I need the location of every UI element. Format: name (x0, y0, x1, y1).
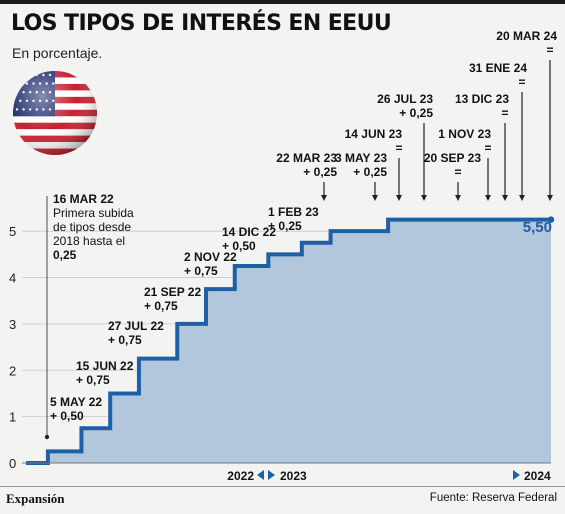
annotation-label: + 0,50 (222, 239, 256, 253)
annotation-label: 21 SEP 22 (144, 285, 201, 299)
annotation: 5 MAY 22+ 0,50 (50, 395, 102, 423)
annotation-label: 31 ENE 24 (469, 61, 527, 75)
annotation-label: + 0,75 (108, 333, 142, 347)
annotation-label: 20 MAR 24 (496, 29, 557, 43)
flag-star (29, 73, 32, 77)
x-tick-label: 2023 (280, 469, 307, 483)
annotation-label: 14 JUN 23 (345, 127, 403, 141)
arrow-down-icon (455, 195, 461, 201)
annotation-label: 22 MAR 23 (276, 151, 337, 165)
y-tick-label: 1 (9, 410, 16, 425)
annotation-label: 27 JUL 22 (108, 319, 164, 333)
annotation-label: de tipos desde (53, 220, 131, 234)
y-tick-label: 2 (9, 363, 16, 378)
annotation: 1 FEB 23+ 0,25 (268, 205, 319, 233)
right-arrow-icon (513, 470, 520, 480)
annotation: 20 SEP 23= (424, 151, 481, 201)
x-tick-label: 2024 (524, 469, 551, 483)
annotation-label: = (518, 75, 525, 89)
annotation-label: 2018 hasta el (53, 234, 125, 248)
annotation-label: + 0,75 (184, 264, 218, 278)
annotation-label: 1 FEB 23 (268, 205, 319, 219)
annotation-label: 2 NOV 22 (184, 250, 237, 264)
flag-star (19, 82, 22, 85)
annotation: 3 MAY 23+ 0,25 (335, 151, 387, 201)
chart-subtitle: En porcentaje. (12, 45, 103, 61)
annotation: 27 JUL 22+ 0,75 (108, 319, 164, 347)
y-tick-label: 3 (9, 317, 16, 332)
arrow-down-icon (502, 195, 508, 201)
annotation-label: = (501, 106, 508, 120)
annotation-label: = (395, 141, 402, 155)
annotation-label: 3 MAY 23 (335, 151, 387, 165)
annotation-label: + 0,25 (268, 219, 302, 233)
annotation-label: 0,25 (53, 248, 77, 262)
end-point (547, 216, 555, 223)
flag-shading (13, 71, 97, 155)
annotation-label: + 0,25 (353, 165, 387, 179)
annotation: 13 DIC 23= (455, 92, 509, 201)
arrow-down-icon (485, 195, 491, 201)
annotation-label: 26 JUL 23 (377, 92, 433, 106)
arrow-down-icon (396, 195, 402, 201)
annotation-label: + 0,50 (50, 409, 84, 423)
arrow-down-icon (321, 195, 327, 201)
axes: 0 1 2 3 4 5 2022 2023 2024 (9, 224, 551, 483)
top-rule (0, 0, 565, 4)
source-note: Fuente: Reserva Federal (429, 492, 557, 504)
annotation: 14 DIC 22+ 0,50 (222, 225, 276, 253)
annotation-label: 1 NOV 23 (438, 127, 491, 141)
annotation-dot (44, 434, 50, 440)
end-value-label: 5,50 (523, 219, 552, 236)
annotation-label: = (454, 165, 461, 179)
annotation-label: = (546, 43, 553, 57)
annotation-label: = (484, 141, 491, 155)
annotation-label: 13 DIC 23 (455, 92, 509, 106)
annotation-label: 15 JUN 22 (76, 359, 134, 373)
y-tick-label: 5 (9, 224, 16, 239)
y-tick-label: 0 (9, 456, 16, 471)
publisher-logo: Expansión (6, 491, 65, 506)
arrow-down-icon (547, 195, 553, 201)
annotation-label: + 0,75 (76, 373, 110, 387)
rate-area (26, 219, 551, 463)
arrow-down-icon (421, 195, 427, 201)
area-layer: 5,50 (26, 216, 555, 465)
annotation-label: Primera subida (53, 206, 134, 220)
annotation-label: 5 MAY 22 (50, 395, 102, 409)
annotation: 26 JUL 23+ 0,25 (377, 92, 433, 201)
annotation: 2 NOV 22+ 0,75 (184, 250, 237, 278)
flag-star (15, 91, 19, 94)
annotation-label: 16 MAR 22 (53, 192, 114, 206)
annotation-label: 14 DIC 22 (222, 225, 276, 239)
x-tick-label: 2022 (227, 469, 254, 483)
left-arrow-icon (257, 470, 264, 480)
annotation: 31 ENE 24= (469, 61, 527, 201)
footer-rule (0, 486, 565, 487)
annotation: 1 NOV 23= (438, 127, 492, 201)
annotation: 21 SEP 22+ 0,75 (144, 285, 201, 313)
y-tick-label: 4 (9, 271, 16, 286)
flag-star (22, 73, 25, 77)
annotation-label: + 0,75 (144, 299, 178, 313)
annotation: 15 JUN 22+ 0,75 (76, 359, 134, 387)
annotation: 20 MAR 24= (496, 29, 557, 201)
annotation: 22 MAR 23+ 0,25 (276, 151, 337, 201)
arrow-down-icon (519, 195, 525, 201)
flag-star (15, 73, 19, 77)
rate-line (26, 217, 551, 465)
arrow-down-icon (372, 195, 378, 201)
annotation: 14 JUN 23= (345, 127, 403, 201)
annotation-label: + 0,25 (303, 165, 337, 179)
annotation-label: 20 SEP 23 (424, 151, 481, 165)
right-arrow-icon (268, 470, 275, 480)
annotation-label: + 0,25 (399, 106, 433, 120)
chart-title: LOS TIPOS DE INTERÉS EN EEUU (11, 11, 392, 36)
